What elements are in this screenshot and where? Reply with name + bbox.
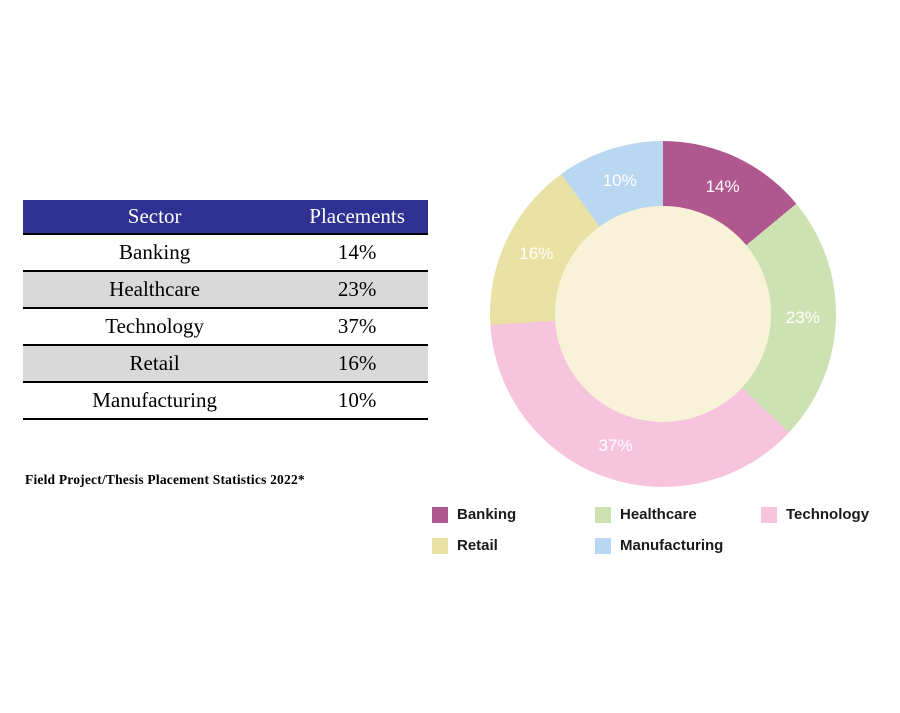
table-header-sector: Sector bbox=[23, 200, 287, 234]
legend-item-technology: Technology bbox=[761, 506, 892, 523]
legend-swatch-healthcare bbox=[595, 506, 611, 523]
table-cell-sector: Technology bbox=[105, 314, 205, 338]
sector-placements-table: Sector Placements Banking 14% Healthcare… bbox=[23, 200, 428, 420]
legend-item-healthcare: Healthcare bbox=[595, 506, 761, 523]
table-cell-sector: Manufacturing bbox=[92, 388, 218, 412]
slice-label-manufacturing: 10% bbox=[602, 170, 637, 190]
legend-item-manufacturing: Manufacturing bbox=[595, 537, 761, 554]
table-cell-placements: 23% bbox=[337, 277, 377, 301]
table-row: Healthcare 23% bbox=[23, 271, 428, 308]
table-cell-sector: Healthcare bbox=[109, 277, 201, 301]
slice-label-technology: 37% bbox=[598, 435, 633, 455]
legend-item-banking: Banking bbox=[432, 506, 595, 523]
chart-caption: Field Project/Thesis Placement Statistic… bbox=[25, 472, 305, 487]
legend-label-manufacturing: Manufacturing bbox=[620, 537, 724, 554]
placement-table: Sector Placements Banking 14% Healthcare… bbox=[23, 200, 428, 420]
donut-hole bbox=[555, 206, 771, 422]
table-cell-placements: 37% bbox=[337, 314, 377, 338]
table-cell-placements: 14% bbox=[337, 240, 377, 264]
table-cell-placements: 16% bbox=[337, 351, 377, 375]
legend-swatch-manufacturing bbox=[595, 537, 611, 554]
chart-legend: Banking Healthcare Technology Retail Man… bbox=[432, 506, 892, 554]
slice-label-healthcare: 23% bbox=[785, 308, 820, 328]
table-header-placements: Placements bbox=[286, 200, 428, 234]
legend-swatch-retail bbox=[432, 537, 448, 554]
table-cell-sector: Banking bbox=[119, 240, 191, 264]
table-cell-placements: 10% bbox=[337, 388, 377, 412]
legend-swatch-technology bbox=[761, 506, 777, 523]
legend-label-banking: Banking bbox=[457, 506, 517, 523]
legend-label-technology: Technology bbox=[786, 506, 870, 523]
table-row: Technology 37% bbox=[23, 308, 428, 345]
table-row: Retail 16% bbox=[23, 345, 428, 382]
table-row: Manufacturing 10% bbox=[23, 382, 428, 419]
legend-label-healthcare: Healthcare bbox=[620, 506, 697, 523]
legend-item-retail: Retail bbox=[432, 537, 595, 554]
slice-label-retail: 16% bbox=[519, 244, 554, 264]
slice-label-banking: 14% bbox=[705, 177, 740, 197]
table-cell-sector: Retail bbox=[129, 351, 180, 375]
table-row: Banking 14% bbox=[23, 234, 428, 271]
donut-chart: 14% 23% 37% 16% 10% bbox=[490, 141, 836, 487]
legend-label-retail: Retail bbox=[457, 537, 498, 554]
table-header-row: Sector Placements bbox=[23, 200, 428, 234]
legend-swatch-banking bbox=[432, 506, 448, 523]
